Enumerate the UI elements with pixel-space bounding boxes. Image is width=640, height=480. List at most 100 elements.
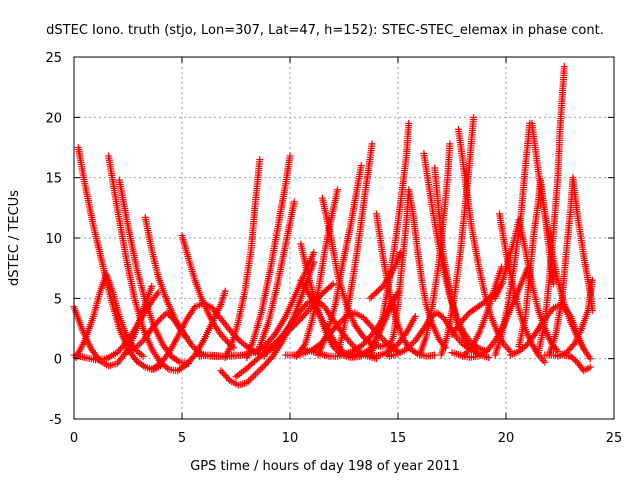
data-point (369, 291, 377, 299)
data-point (163, 364, 171, 372)
data-point (588, 276, 596, 284)
data-point (267, 354, 275, 362)
data-point (266, 336, 274, 344)
data-point (586, 355, 594, 363)
data-point (339, 347, 347, 355)
y-tick-label: 5 (54, 292, 62, 307)
data-point (408, 340, 416, 348)
data-point (245, 377, 253, 385)
data-point (340, 314, 348, 322)
data-point (156, 315, 164, 323)
x-tick-label: 15 (390, 431, 407, 446)
data-point (310, 248, 318, 256)
data-point (406, 342, 414, 350)
data-series (491, 119, 534, 359)
data-point (570, 355, 578, 363)
data-point (255, 367, 263, 375)
y-tick-label: 0 (54, 353, 62, 368)
data-point (166, 312, 174, 320)
data-point (392, 346, 400, 354)
data-point (305, 306, 313, 314)
data-point (119, 342, 127, 350)
data-point (560, 63, 568, 71)
data-point (290, 198, 298, 206)
y-tick-label: 15 (45, 172, 62, 187)
data-point (115, 347, 123, 355)
data-point (541, 358, 549, 366)
data-point (243, 379, 251, 387)
data-point (375, 331, 383, 339)
data-series (260, 296, 380, 363)
data-point (184, 359, 192, 367)
data-point (446, 140, 454, 148)
data-point (374, 287, 382, 295)
data-point (257, 365, 265, 373)
data-point (335, 319, 343, 327)
data-point (140, 362, 148, 370)
data-point (586, 363, 594, 371)
data-point (466, 345, 474, 353)
data-point (372, 355, 380, 363)
data-point (566, 311, 574, 319)
data-point (404, 343, 412, 351)
data-point (267, 345, 275, 353)
data-point (403, 345, 411, 353)
data-point (174, 357, 182, 365)
data-point (553, 346, 561, 354)
data-series (256, 198, 298, 351)
data-point (470, 113, 478, 121)
data-point (461, 351, 469, 359)
data-point (148, 282, 156, 290)
data-point (328, 281, 336, 289)
data-point (134, 342, 142, 350)
data-point (464, 347, 472, 355)
data-series (70, 288, 162, 364)
y-tick-labels: -5 0 5 10 15 20 25 (45, 51, 62, 428)
data-series (541, 351, 594, 375)
data-point (411, 312, 419, 320)
data-point (310, 258, 318, 266)
data-point (155, 316, 163, 324)
data-point (531, 330, 539, 338)
data-series (314, 162, 365, 359)
data-point (221, 287, 229, 295)
data-point (339, 316, 347, 324)
data-series (506, 300, 594, 363)
data-point (303, 308, 311, 316)
data-point (431, 351, 439, 359)
data-point (394, 347, 402, 355)
data-point (116, 345, 124, 353)
data-point (137, 338, 145, 346)
data-point (137, 351, 145, 359)
data-point (300, 342, 308, 350)
data-point (550, 280, 558, 288)
data-point (353, 346, 361, 354)
data-point (163, 309, 171, 317)
data-point (158, 313, 166, 321)
data-series (221, 156, 264, 361)
data-point (250, 372, 258, 380)
data-point (337, 318, 345, 326)
data-point (248, 374, 256, 382)
y-tick-label: 20 (45, 111, 62, 126)
y-tick-label: 10 (45, 232, 62, 247)
data-point (332, 322, 340, 330)
data-point (297, 315, 305, 323)
data-point (121, 340, 129, 348)
data-point (568, 354, 576, 362)
data-point (302, 301, 310, 309)
data-points (70, 63, 596, 389)
data-point (301, 310, 309, 318)
data-point (258, 364, 266, 372)
data-point (130, 345, 138, 353)
data-point (462, 349, 470, 357)
data-point (295, 316, 303, 324)
data-point (182, 333, 190, 341)
data-point (139, 352, 147, 360)
data-point (319, 301, 327, 309)
data-point (113, 349, 121, 357)
data-point (155, 361, 163, 369)
data-point (298, 313, 306, 321)
data-point (410, 338, 418, 346)
data-point (368, 140, 376, 148)
